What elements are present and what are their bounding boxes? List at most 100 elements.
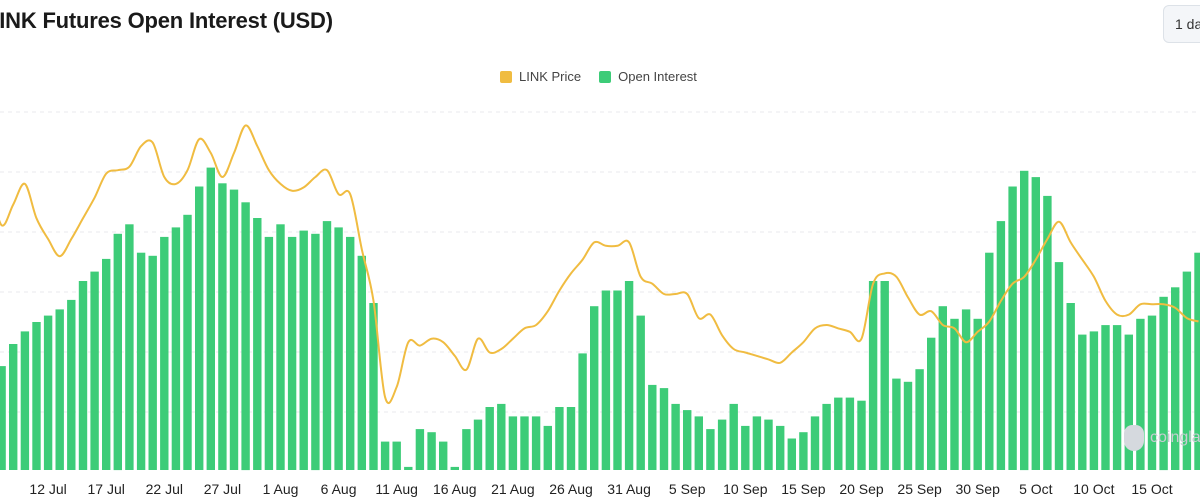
oi-bar[interactable] xyxy=(473,419,483,470)
oi-bar[interactable] xyxy=(915,369,924,470)
oi-bar[interactable] xyxy=(543,425,552,470)
legend-item-price[interactable]: LINK Price xyxy=(500,69,581,84)
oi-bar[interactable] xyxy=(624,281,634,470)
oi-bar[interactable] xyxy=(218,183,227,471)
oi-bar[interactable] xyxy=(113,233,122,471)
oi-bar[interactable] xyxy=(1054,262,1064,470)
oi-bar[interactable] xyxy=(671,403,680,470)
oi-bar[interactable] xyxy=(973,318,982,470)
oi-bar[interactable] xyxy=(1043,195,1052,470)
oi-bar[interactable] xyxy=(1171,287,1180,470)
oi-bar[interactable] xyxy=(776,425,785,470)
oi-bar[interactable] xyxy=(1078,334,1087,470)
oi-bar[interactable] xyxy=(810,416,820,470)
oi-bar[interactable] xyxy=(985,252,994,470)
oi-bar[interactable] xyxy=(694,416,703,470)
oi-bar[interactable] xyxy=(1159,296,1168,471)
oi-bar[interactable] xyxy=(857,400,866,470)
oi-bar[interactable] xyxy=(450,466,459,470)
oi-bar[interactable] xyxy=(497,403,506,470)
oi-bar[interactable] xyxy=(1020,170,1029,471)
price-series-line[interactable] xyxy=(0,124,1199,404)
oi-bar[interactable] xyxy=(996,221,1006,470)
oi-bar[interactable] xyxy=(287,236,297,470)
oi-bar[interactable] xyxy=(1124,334,1133,470)
oi-bar[interactable] xyxy=(845,397,855,470)
oi-bar[interactable] xyxy=(950,318,959,470)
oi-bar[interactable] xyxy=(741,425,750,470)
oi-bar[interactable] xyxy=(43,315,53,470)
oi-bar[interactable] xyxy=(1194,252,1200,470)
oi-bar[interactable] xyxy=(868,281,878,470)
oi-bar[interactable] xyxy=(229,189,239,470)
oi-bar[interactable] xyxy=(834,397,843,470)
oi-bar[interactable] xyxy=(276,224,285,470)
oi-bar[interactable] xyxy=(706,429,715,470)
oi-bar[interactable] xyxy=(299,230,308,470)
oi-bar[interactable] xyxy=(9,344,18,470)
oi-bar[interactable] xyxy=(125,224,134,470)
oi-bar[interactable] xyxy=(404,466,413,470)
oi-bar[interactable] xyxy=(822,403,831,470)
oi-bar[interactable] xyxy=(311,233,320,471)
oi-bar[interactable] xyxy=(927,337,936,470)
oi-bar[interactable] xyxy=(683,410,692,470)
oi-bar[interactable] xyxy=(357,255,366,470)
oi-bar[interactable] xyxy=(903,381,913,470)
oi-bar[interactable] xyxy=(102,258,111,470)
oi-bar[interactable] xyxy=(334,227,343,470)
oi-bar[interactable] xyxy=(1101,325,1110,470)
oi-bar[interactable] xyxy=(892,378,901,470)
oi-bar[interactable] xyxy=(1089,331,1099,470)
oi-bar[interactable] xyxy=(206,167,215,470)
oi-bar[interactable] xyxy=(531,416,541,470)
oi-bar[interactable] xyxy=(764,419,773,470)
oi-bar[interactable] xyxy=(346,236,355,470)
oi-bar[interactable] xyxy=(427,432,436,470)
oi-bar[interactable] xyxy=(0,366,6,470)
oi-bar[interactable] xyxy=(729,403,738,470)
oi-bar[interactable] xyxy=(241,202,250,471)
oi-bar[interactable] xyxy=(601,290,611,471)
oi-bar[interactable] xyxy=(1008,186,1017,471)
oi-bar[interactable] xyxy=(799,432,808,470)
oi-bar[interactable] xyxy=(32,322,41,470)
oi-bar[interactable] xyxy=(520,416,529,470)
oi-bar[interactable] xyxy=(171,227,181,470)
oi-bar[interactable] xyxy=(322,221,332,470)
oi-bar[interactable] xyxy=(613,290,622,471)
oi-bar[interactable] xyxy=(195,186,204,471)
oi-bar[interactable] xyxy=(566,407,576,470)
oi-bar[interactable] xyxy=(415,429,425,470)
oi-bar[interactable] xyxy=(555,407,564,470)
oi-bar[interactable] xyxy=(636,315,645,470)
oi-bar[interactable] xyxy=(1031,177,1040,470)
oi-bar[interactable] xyxy=(717,419,727,470)
oi-bar[interactable] xyxy=(648,384,657,470)
legend-item-oi[interactable]: Open Interest xyxy=(599,69,697,84)
oi-bar[interactable] xyxy=(90,271,99,470)
oi-bar[interactable] xyxy=(938,306,947,470)
oi-bar[interactable] xyxy=(485,407,494,470)
oi-bar[interactable] xyxy=(1136,318,1145,470)
oi-bar[interactable] xyxy=(1182,271,1192,470)
oi-bar[interactable] xyxy=(439,441,448,470)
oi-bar[interactable] xyxy=(880,281,889,470)
time-range-button[interactable]: 1 day xyxy=(1163,5,1200,43)
oi-bar[interactable] xyxy=(78,281,88,470)
oi-bar[interactable] xyxy=(183,214,192,470)
oi-bar[interactable] xyxy=(160,236,169,470)
oi-bar[interactable] xyxy=(264,236,274,470)
oi-bar[interactable] xyxy=(508,416,518,470)
oi-bar[interactable] xyxy=(659,388,669,470)
oi-bar[interactable] xyxy=(55,309,64,470)
oi-bar[interactable] xyxy=(1066,303,1075,470)
oi-bar[interactable] xyxy=(1147,315,1157,470)
oi-bar[interactable] xyxy=(961,309,971,470)
oi-bar[interactable] xyxy=(787,438,796,471)
oi-bar[interactable] xyxy=(578,353,587,470)
oi-bar[interactable] xyxy=(392,441,401,470)
oi-bar[interactable] xyxy=(369,303,378,470)
oi-bar[interactable] xyxy=(253,218,262,470)
oi-bar[interactable] xyxy=(462,429,471,470)
